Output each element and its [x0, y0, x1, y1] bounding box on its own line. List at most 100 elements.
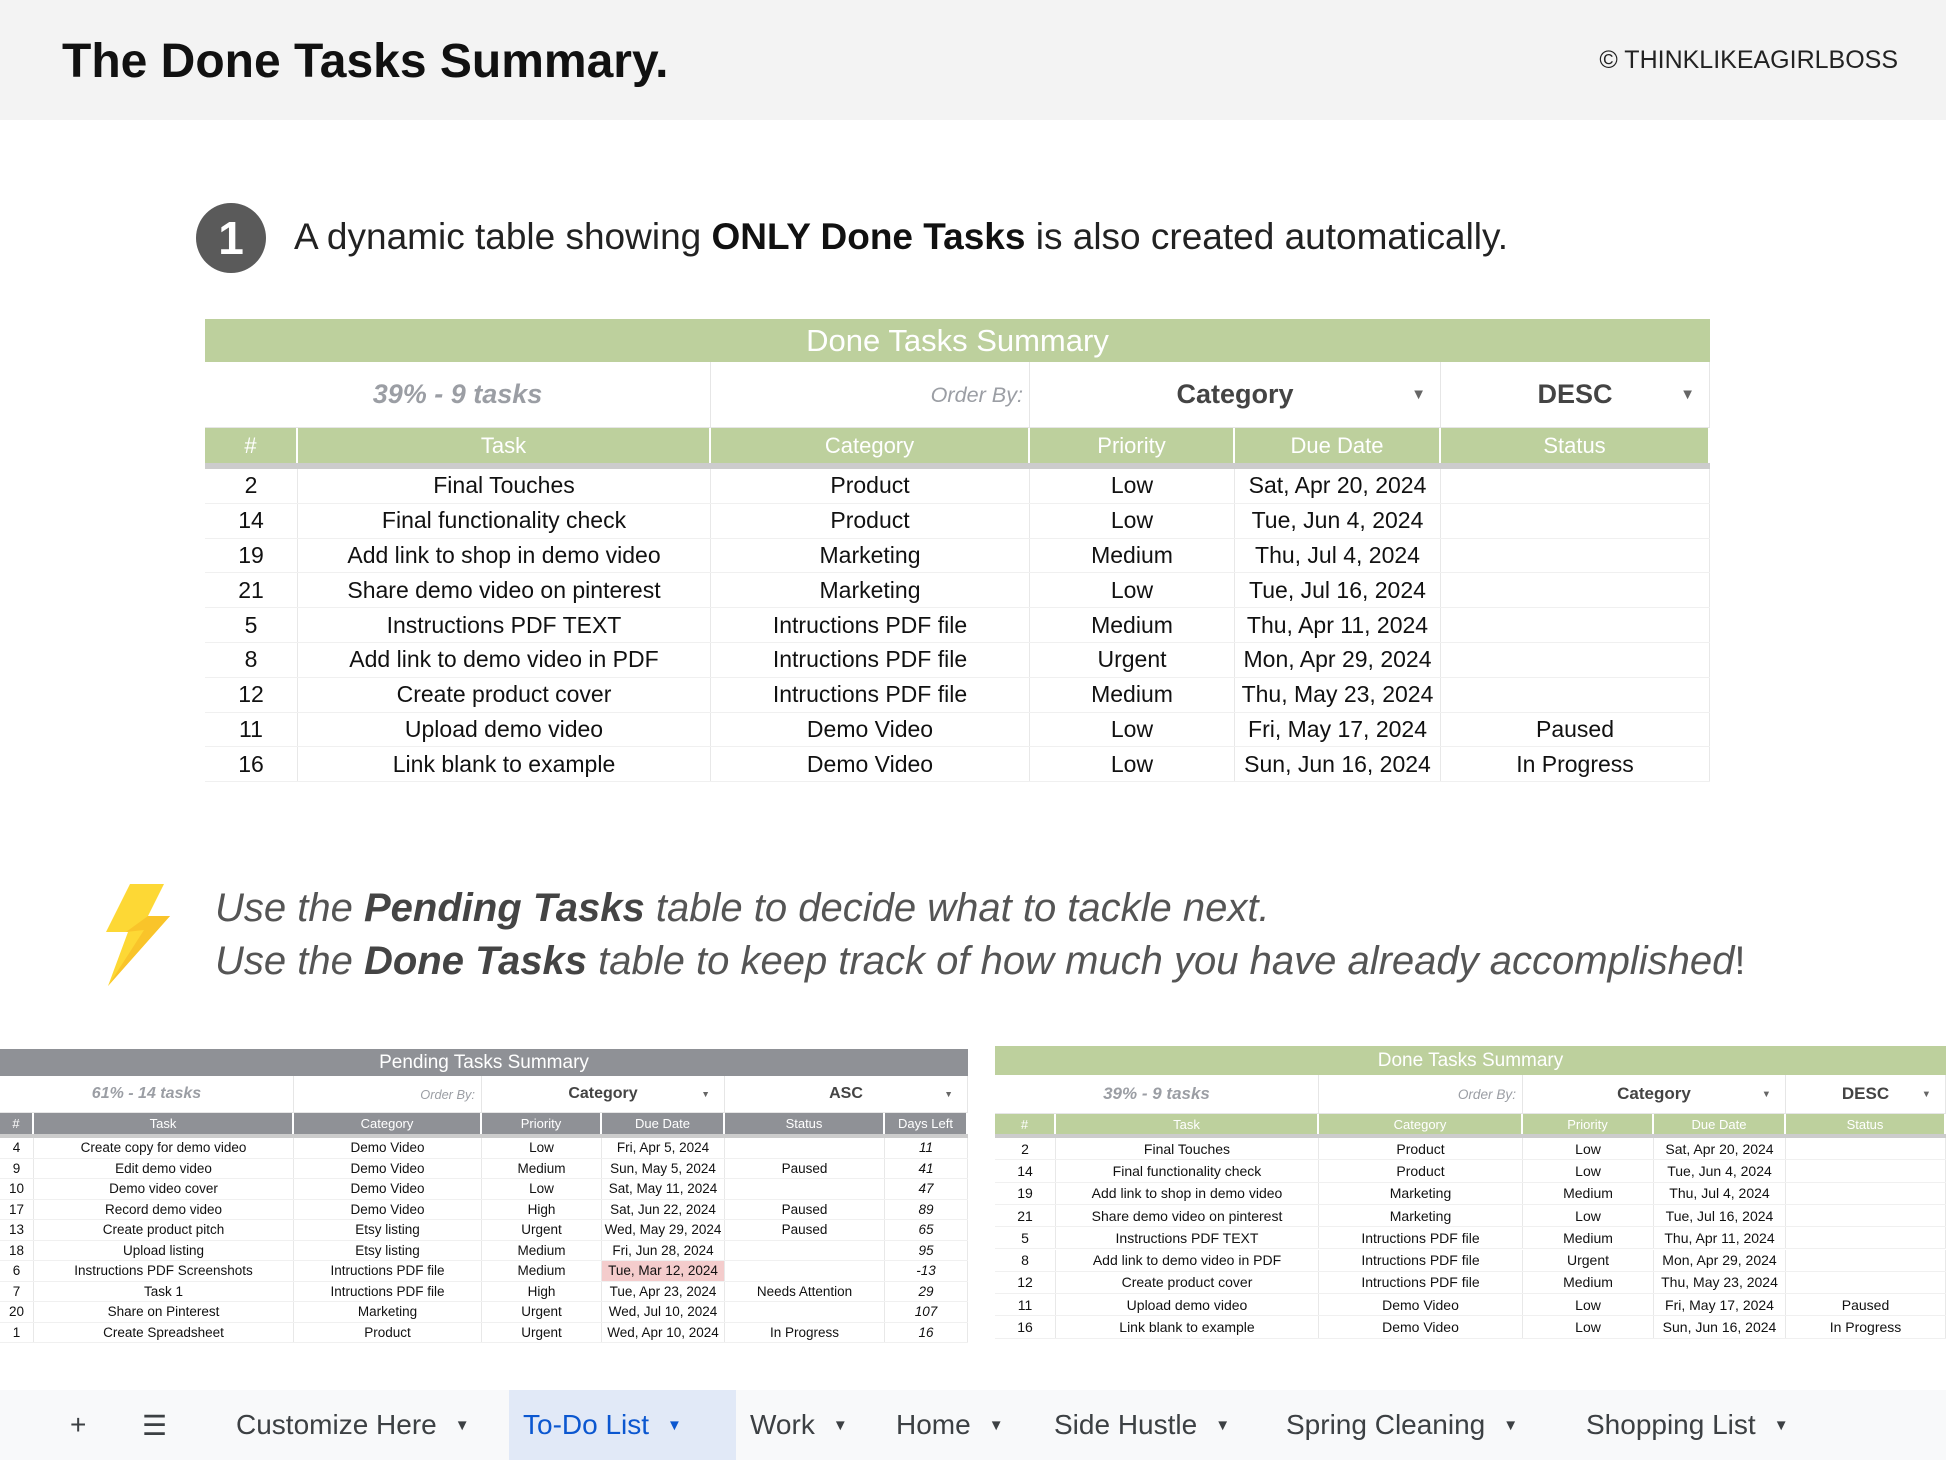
column-header[interactable]: Status — [1441, 428, 1710, 463]
table-row[interactable]: 10 Demo video cover Demo Video Low Sat, May … — [0, 1179, 968, 1200]
cell-status — [1441, 503, 1710, 538]
table-row[interactable]: 11 Upload demo video Demo Video Low Fri, May… — [995, 1294, 1946, 1317]
table-row[interactable]: 5 Instructions PDF TEXT Intructions PDF fi… — [205, 608, 1710, 643]
order-by-dropdown[interactable]: Category ▼ — [1030, 362, 1441, 427]
column-header[interactable]: # — [0, 1113, 34, 1134]
table-row[interactable]: 11 Upload demo video Demo Video Low Fri, May… — [205, 712, 1710, 748]
table-row[interactable]: 19 Add link to shop in demo video Marketin… — [205, 538, 1710, 574]
cell-status: In Progress — [1786, 1316, 1946, 1338]
chevron-down-icon[interactable]: ▼ — [667, 1416, 682, 1434]
column-header[interactable]: Category — [1319, 1114, 1523, 1134]
column-header[interactable]: # — [995, 1114, 1056, 1134]
column-header[interactable]: Category — [711, 428, 1030, 463]
column-header[interactable]: Due Date — [602, 1113, 725, 1134]
table-row[interactable]: 8 Add link to demo video in PDF Intruction… — [205, 643, 1710, 678]
table-row[interactable]: 18 Upload listing Etsy listing Medium Fri, J… — [0, 1240, 968, 1261]
column-header[interactable]: Category — [294, 1113, 482, 1134]
table-row[interactable]: 4 Create copy for demo video Demo Video Low… — [0, 1138, 968, 1159]
order-by-dropdown[interactable]: Category ▼ — [482, 1076, 725, 1112]
cell-status: Paused — [725, 1199, 885, 1219]
table-row[interactable]: 14 Final functionality check Product Low Tue… — [205, 503, 1710, 539]
column-header[interactable]: Due Date — [1235, 428, 1441, 463]
table-row[interactable]: 20 Share on Pinterest Marketing Urgent Wed, … — [0, 1302, 968, 1323]
cell-category: Intructions PDF file — [294, 1281, 482, 1301]
cell-status: Paused — [1441, 712, 1710, 747]
column-header[interactable]: Status — [1786, 1114, 1946, 1134]
sheet-tab-to-do-list[interactable]: To-Do List ▼ — [509, 1390, 736, 1460]
cell-task: Upload demo video — [298, 712, 711, 747]
table-row[interactable]: 8 Add link to demo video in PDF Intruction… — [995, 1249, 1946, 1272]
cell-days-left: -13 — [885, 1261, 968, 1281]
cell-number: 2 — [995, 1138, 1056, 1160]
cell-category: Product — [711, 469, 1030, 503]
cell-priority: Low — [1523, 1204, 1654, 1227]
table-row[interactable]: 7 Task 1 Intructions PDF file High Tue, Apr … — [0, 1281, 968, 1302]
table-row[interactable]: 12 Create product cover Intructions PDF fi… — [995, 1271, 1946, 1295]
sheet-tab-label: Home — [896, 1409, 971, 1440]
column-header[interactable]: Priority — [482, 1113, 602, 1134]
table-row[interactable]: 19 Add link to shop in demo video Marketin… — [995, 1182, 1946, 1205]
chevron-down-icon[interactable]: ▼ — [454, 1416, 470, 1434]
cell-priority: Medium — [1030, 608, 1235, 642]
table-row[interactable]: 21 Share demo video on pinterest Marketing… — [995, 1204, 1946, 1228]
plus-icon[interactable]: + — [70, 1409, 87, 1440]
column-header[interactable]: # — [205, 428, 298, 463]
tip-text: table to decide what to tackle next. — [644, 886, 1270, 930]
column-header[interactable]: Priority — [1523, 1114, 1654, 1134]
chevron-down-icon[interactable]: ▼ — [988, 1416, 1004, 1434]
table-row[interactable]: 21 Share demo video on pinterest Marketing… — [205, 573, 1710, 609]
column-header[interactable]: Days Left — [885, 1113, 968, 1134]
column-header[interactable]: Task — [1056, 1114, 1319, 1134]
cell-status — [1441, 573, 1710, 608]
sort-direction-dropdown[interactable]: ASC ▼ — [725, 1076, 968, 1112]
table-row[interactable]: 12 Create product cover Intructions PDF fi… — [205, 677, 1710, 713]
column-header[interactable]: Task — [298, 428, 711, 463]
order-by-label: Order By: — [1319, 1075, 1523, 1113]
table-row[interactable]: 16 Link blank to example Demo Video Low Sun,… — [205, 747, 1710, 783]
sheet-tab-work[interactable]: Work ▼ — [736, 1390, 862, 1460]
chevron-down-icon[interactable]: ▼ — [1215, 1416, 1231, 1434]
cell-number: 8 — [995, 1249, 1056, 1271]
sheet-tab-shopping-list[interactable]: Shopping List ▼ — [1572, 1390, 1803, 1460]
table-row[interactable]: 5 Instructions PDF TEXT Intructions PDF fi… — [995, 1227, 1946, 1250]
sheet-tab-customize-here[interactable]: Customize Here ▼ — [222, 1390, 484, 1460]
cell-category: Product — [711, 503, 1030, 538]
order-by-dropdown[interactable]: Category ▼ — [1523, 1075, 1786, 1113]
sort-direction-dropdown[interactable]: DESC ▼ — [1786, 1075, 1946, 1113]
table-row[interactable]: 13 Create product pitch Etsy listing Urgent… — [0, 1220, 968, 1241]
cell-due-date: Sat, Apr 20, 2024 — [1654, 1138, 1786, 1160]
cell-task: Add link to shop in demo video — [1056, 1182, 1319, 1204]
table-row[interactable]: 17 Record demo video Demo Video High Sat, Ju… — [0, 1199, 968, 1220]
table-row[interactable]: 14 Final functionality check Product Low Tue… — [995, 1160, 1946, 1183]
cell-task: Final Touches — [298, 469, 711, 503]
cell-priority: Urgent — [482, 1220, 602, 1240]
cell-number: 16 — [205, 747, 298, 782]
cell-priority: Low — [1030, 573, 1235, 608]
cell-task: Share demo video on pinterest — [1056, 1204, 1319, 1227]
cell-task: Record demo video — [34, 1199, 294, 1219]
chevron-down-icon[interactable]: ▼ — [1773, 1416, 1789, 1434]
sheet-tab-spring-cleaning[interactable]: Spring Cleaning ▼ — [1272, 1390, 1532, 1460]
table-row[interactable]: 6 Instructions PDF Screenshots Intructions… — [0, 1261, 968, 1282]
table-row[interactable]: 2 Final Touches Product Low Sat, Apr 20, 202… — [995, 1138, 1946, 1161]
table-header-row: # Task Category Priority Due Date Status Days … — [0, 1113, 968, 1134]
menu-icon[interactable]: ☰ — [142, 1409, 168, 1441]
column-header[interactable]: Status — [725, 1113, 885, 1134]
column-header[interactable]: Priority — [1030, 428, 1235, 463]
cell-priority: Low — [1030, 712, 1235, 747]
table-row[interactable]: 16 Link blank to example Demo Video Low Sun,… — [995, 1316, 1946, 1339]
sort-direction-dropdown[interactable]: DESC ▼ — [1441, 362, 1710, 427]
chevron-down-icon[interactable]: ▼ — [832, 1416, 848, 1434]
sheet-tab-home[interactable]: Home ▼ — [882, 1390, 1018, 1460]
table-row[interactable]: 1 Create Spreadsheet Product Urgent Wed, Apr… — [0, 1322, 968, 1343]
header-bar: The Done Tasks Summary. © THINKLIKEAGIRL… — [0, 0, 1946, 120]
column-header[interactable]: Task — [34, 1113, 294, 1134]
chevron-down-icon[interactable]: ▼ — [1503, 1416, 1519, 1434]
sheet-tab-side-hustle[interactable]: Side Hustle ▼ — [1040, 1390, 1244, 1460]
column-header[interactable]: Due Date — [1654, 1114, 1786, 1134]
table-row[interactable]: 2 Final Touches Product Low Sat, Apr 20, 202… — [205, 469, 1710, 504]
chevron-down-icon: ▼ — [944, 1089, 953, 1099]
cell-status — [1786, 1182, 1946, 1204]
table-row[interactable]: 9 Edit demo video Demo Video Medium Sun, May… — [0, 1158, 968, 1179]
cell-status — [1441, 469, 1710, 503]
